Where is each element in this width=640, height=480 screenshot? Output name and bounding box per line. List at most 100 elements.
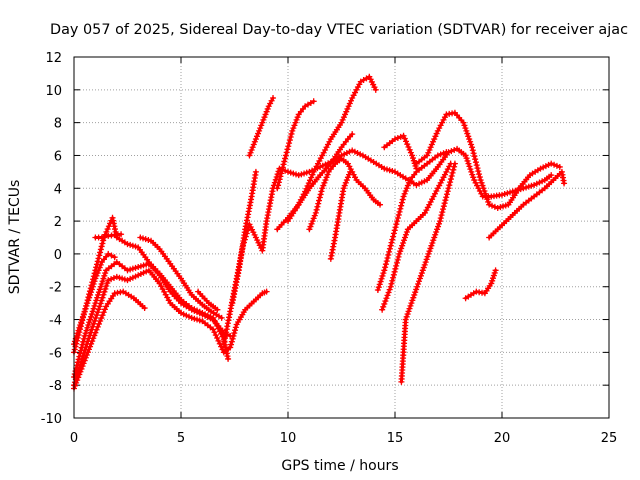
data-point bbox=[111, 254, 118, 261]
data-point bbox=[80, 338, 87, 345]
data-point bbox=[215, 337, 222, 344]
data-point bbox=[127, 266, 134, 273]
data-series bbox=[71, 73, 568, 392]
data-point bbox=[525, 183, 532, 190]
data-point bbox=[281, 158, 288, 165]
data-point bbox=[71, 338, 78, 345]
data-point bbox=[427, 144, 434, 151]
data-point bbox=[88, 286, 95, 293]
data-point bbox=[408, 300, 415, 307]
data-point bbox=[431, 234, 438, 241]
data-point bbox=[406, 146, 413, 153]
data-point bbox=[440, 206, 447, 213]
data-point bbox=[533, 180, 540, 187]
data-point bbox=[398, 202, 405, 209]
data-point bbox=[108, 252, 115, 259]
data-point bbox=[380, 270, 387, 277]
data-point bbox=[92, 275, 99, 282]
data-point bbox=[399, 242, 406, 249]
data-point bbox=[323, 174, 330, 181]
data-point bbox=[89, 283, 96, 290]
data-point bbox=[404, 141, 411, 148]
data-point bbox=[294, 114, 301, 121]
data-point bbox=[397, 133, 404, 140]
data-point bbox=[436, 218, 443, 225]
data-point bbox=[375, 284, 382, 291]
data-point bbox=[345, 171, 352, 178]
data-point bbox=[256, 127, 263, 134]
data-point bbox=[405, 144, 412, 151]
data-point bbox=[479, 182, 486, 189]
data-point bbox=[400, 193, 407, 200]
data-point bbox=[396, 208, 403, 215]
x-tick-label: 10 bbox=[280, 431, 297, 446]
data-point bbox=[86, 294, 93, 301]
data-point bbox=[426, 146, 433, 153]
data-point bbox=[97, 261, 104, 268]
data-point bbox=[448, 148, 455, 155]
data-point bbox=[435, 223, 442, 230]
data-point bbox=[462, 152, 469, 159]
data-point bbox=[476, 171, 483, 178]
data-point bbox=[316, 197, 323, 204]
data-point bbox=[91, 302, 98, 309]
data-point bbox=[377, 201, 384, 208]
y-tick-label: 4 bbox=[54, 182, 62, 197]
data-point bbox=[489, 202, 496, 209]
data-point bbox=[84, 324, 91, 331]
data-point bbox=[282, 152, 289, 159]
data-point bbox=[401, 237, 408, 244]
data-point bbox=[145, 236, 152, 243]
data-point bbox=[211, 329, 218, 336]
data-point bbox=[191, 306, 198, 313]
data-point bbox=[207, 313, 214, 320]
data-point bbox=[286, 137, 293, 144]
data-point bbox=[313, 206, 320, 213]
data-point bbox=[424, 253, 431, 260]
data-point bbox=[315, 200, 322, 207]
data-point bbox=[98, 243, 105, 250]
data-point bbox=[421, 178, 428, 185]
series-s10 bbox=[229, 168, 259, 307]
data-point bbox=[401, 135, 408, 142]
data-point bbox=[382, 298, 389, 305]
series-s16 bbox=[327, 168, 354, 262]
series-s19 bbox=[398, 160, 458, 385]
data-point bbox=[90, 305, 97, 312]
data-point bbox=[186, 313, 193, 320]
data-point bbox=[425, 149, 432, 156]
data-point bbox=[345, 103, 352, 110]
data-point bbox=[191, 315, 198, 322]
data-point bbox=[501, 191, 508, 198]
data-point bbox=[412, 289, 419, 296]
data-point bbox=[474, 165, 481, 172]
data-point bbox=[257, 125, 264, 132]
data-point bbox=[97, 246, 104, 253]
series-s15 bbox=[306, 155, 384, 233]
data-point bbox=[74, 362, 81, 369]
data-point bbox=[443, 191, 450, 198]
data-point bbox=[449, 169, 456, 176]
data-point bbox=[97, 283, 104, 290]
data-point bbox=[95, 255, 102, 262]
data-point bbox=[101, 306, 108, 313]
data-point bbox=[537, 165, 544, 172]
data-point bbox=[289, 127, 296, 134]
data-point bbox=[390, 233, 397, 240]
data-point bbox=[284, 146, 291, 153]
data-point bbox=[99, 278, 106, 285]
data-point bbox=[428, 242, 435, 249]
data-point bbox=[319, 162, 326, 169]
data-point bbox=[420, 264, 427, 271]
data-point bbox=[499, 191, 505, 198]
data-point bbox=[263, 288, 270, 295]
data-point bbox=[102, 285, 109, 292]
data-point bbox=[561, 180, 568, 187]
data-point bbox=[95, 289, 102, 296]
data-point bbox=[78, 344, 85, 351]
data-point bbox=[214, 306, 221, 313]
data-point bbox=[79, 341, 86, 348]
data-point bbox=[451, 160, 458, 167]
data-point bbox=[386, 286, 393, 293]
data-point bbox=[309, 218, 316, 225]
